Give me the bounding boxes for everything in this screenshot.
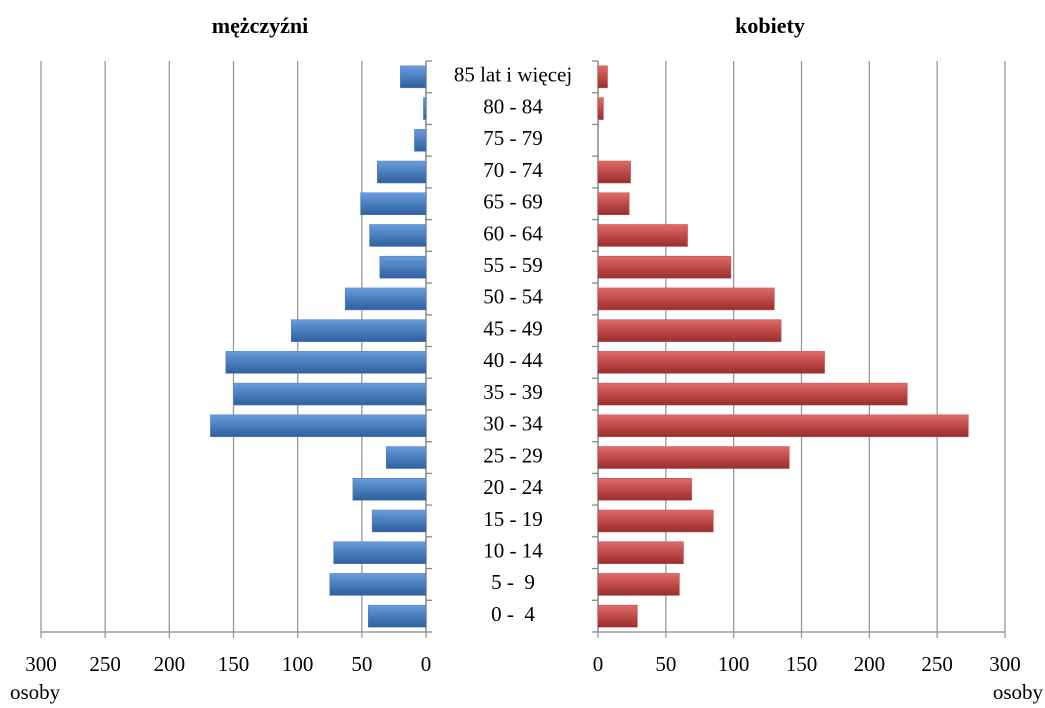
category-label: 25 - 29 <box>483 443 543 467</box>
bar <box>597 97 604 120</box>
bar <box>414 129 427 152</box>
bar <box>379 255 427 279</box>
bar <box>597 287 775 311</box>
x-tick-label: 200 <box>154 652 186 676</box>
bar <box>225 351 427 374</box>
bar <box>597 446 790 469</box>
x-tick-label: 300 <box>25 652 57 676</box>
category-label: 40 - 44 <box>483 348 543 372</box>
x-tick-label: 250 <box>921 652 953 676</box>
x-tick-label: 50 <box>655 652 676 676</box>
x-axis-label: osoby <box>10 680 61 704</box>
x-tick-label: 100 <box>718 652 750 676</box>
bar <box>329 573 427 596</box>
x-tick-label: 250 <box>89 652 121 676</box>
category-label: 50 - 54 <box>483 285 543 309</box>
category-label: 15 - 19 <box>483 507 543 531</box>
bar <box>360 192 427 215</box>
bar <box>597 255 732 279</box>
bar <box>291 319 427 342</box>
chart-title: kobiety <box>735 13 805 38</box>
x-tick-label: 200 <box>854 652 886 676</box>
category-label: 10 - 14 <box>483 539 543 563</box>
bar <box>233 382 427 406</box>
category-label: 5 - 9 <box>491 570 535 594</box>
category-label: 0 - 4 <box>491 602 535 626</box>
category-label: 75 - 79 <box>483 126 543 150</box>
bar <box>210 414 427 438</box>
bar <box>352 478 427 501</box>
x-tick-label: 100 <box>282 652 314 676</box>
x-tick-label: 150 <box>786 652 818 676</box>
bar <box>333 541 427 564</box>
x-tick-label: 0 <box>593 652 604 676</box>
bar <box>597 509 714 533</box>
category-label: 60 - 64 <box>483 221 543 245</box>
bar <box>371 509 427 533</box>
category-label: 30 - 34 <box>483 412 543 436</box>
bar <box>597 160 631 184</box>
bar <box>597 224 688 247</box>
category-label: 45 - 49 <box>483 316 543 340</box>
bar <box>597 192 630 215</box>
x-axis-label: osoby <box>993 680 1044 704</box>
bar <box>597 573 680 596</box>
x-tick-label: 300 <box>989 652 1021 676</box>
bar <box>344 287 427 311</box>
category-label: 85 lat i więcej <box>454 63 572 87</box>
bar <box>369 224 427 247</box>
bar <box>423 97 427 120</box>
x-tick-label: 0 <box>421 652 432 676</box>
bar <box>597 478 692 501</box>
category-label: 35 - 39 <box>483 380 543 404</box>
bar <box>400 65 427 89</box>
bar <box>597 382 908 406</box>
category-label: 80 - 84 <box>483 94 543 118</box>
category-label: 20 - 24 <box>483 475 543 499</box>
bar <box>376 160 427 184</box>
bar <box>597 414 969 438</box>
category-label: 55 - 59 <box>483 253 543 277</box>
x-tick-label: 50 <box>351 652 372 676</box>
chart-title: mężczyźni <box>212 13 309 38</box>
bar <box>597 319 782 342</box>
bar <box>597 604 638 628</box>
bar <box>597 351 825 374</box>
bar <box>385 446 427 469</box>
bar <box>597 541 684 564</box>
category-label: 65 - 69 <box>483 190 543 214</box>
category-label: 70 - 74 <box>483 158 543 182</box>
x-tick-label: 150 <box>218 652 250 676</box>
bar <box>597 65 608 89</box>
bar <box>368 604 427 628</box>
